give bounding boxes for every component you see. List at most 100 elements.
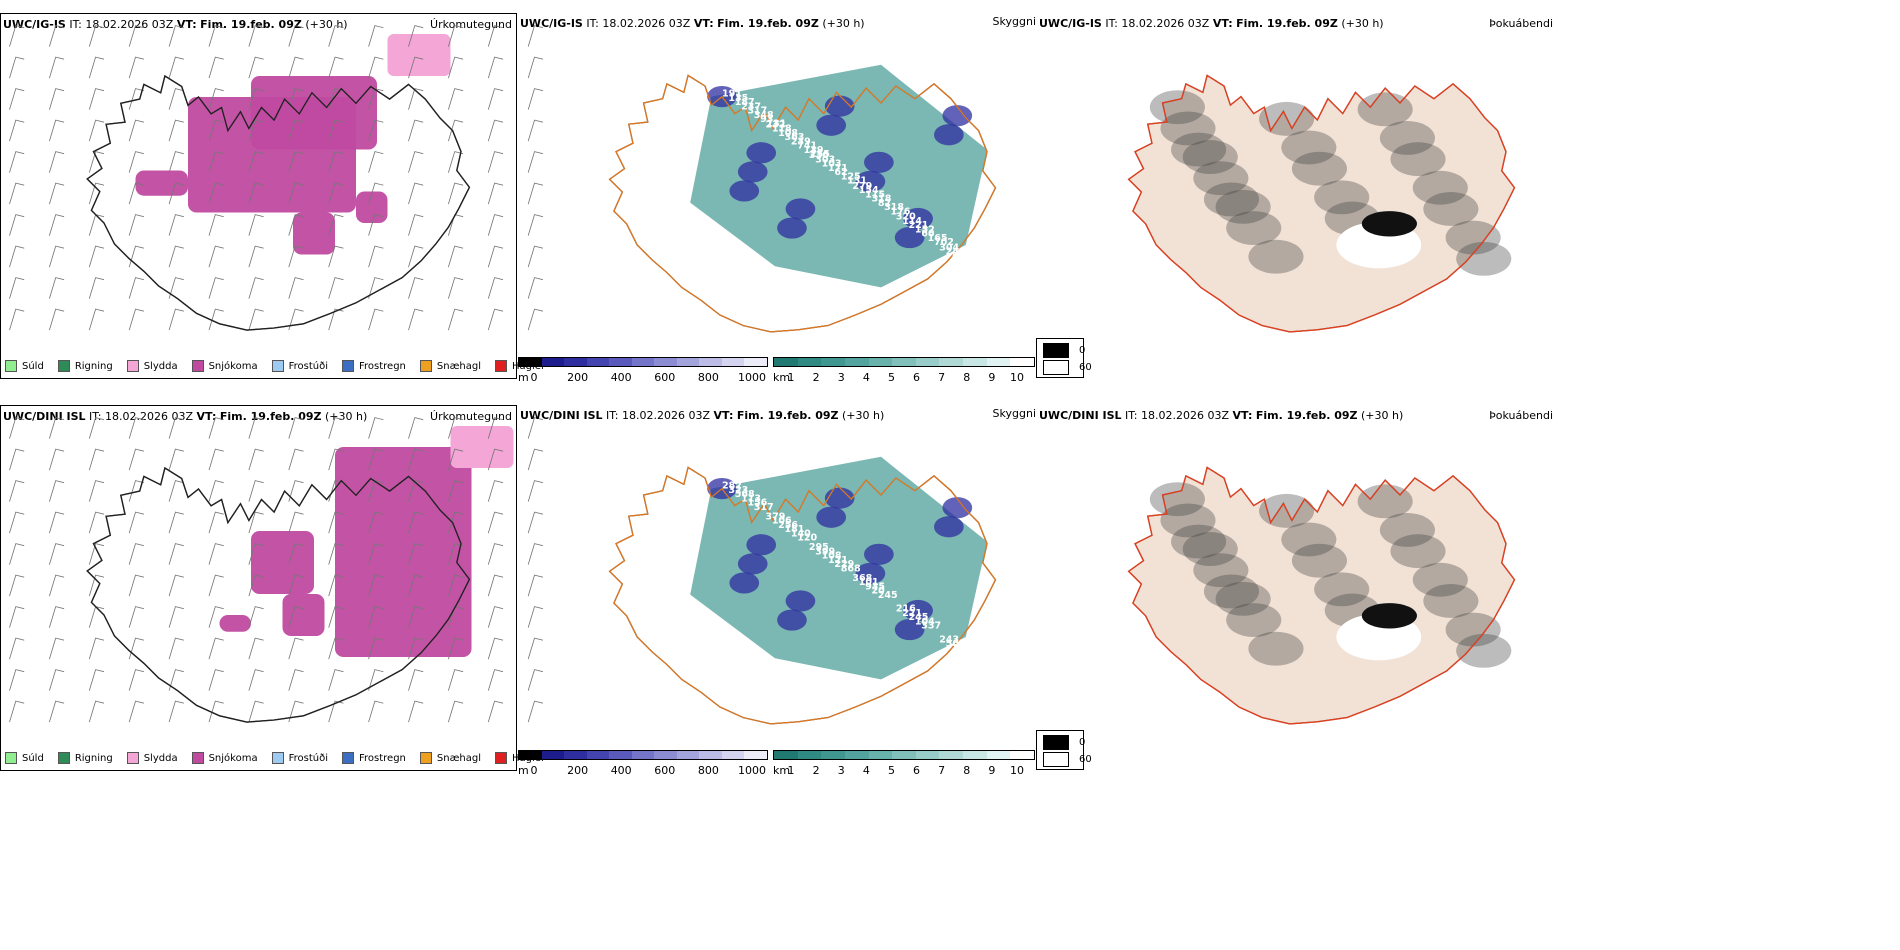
wind-barb <box>527 637 544 660</box>
wind-barb <box>208 151 224 173</box>
legend-label: Snjókoma <box>208 752 258 764</box>
low-ceiling-patch <box>855 170 886 192</box>
wind-barb <box>208 88 224 110</box>
wind-barb <box>328 574 344 597</box>
wind-barb <box>288 417 304 439</box>
wind-barb <box>168 151 184 173</box>
fog-index-shading <box>1357 484 1413 519</box>
wind-barb <box>48 606 65 628</box>
wind-barb <box>128 511 145 534</box>
low-ceiling-patch <box>903 207 933 230</box>
legend-swatch <box>419 360 432 372</box>
iceland-map-visibility: 191 232 336 279 320 304 135 118 303 154 114 248 187 1… <box>608 64 997 333</box>
wind-barb <box>48 245 65 268</box>
wind-barb <box>288 88 304 110</box>
wind-barb <box>248 277 264 299</box>
colorbar-tick: 8 <box>963 764 971 777</box>
colorbar-tick: 10 <box>1010 371 1024 384</box>
wind-barb <box>288 308 304 331</box>
visibility-value: 279 <box>852 181 872 192</box>
panel-title: UWC/IG-IS IT: 18.02.2026 03Z VT: Fim. 19… <box>3 18 348 31</box>
visibility-value: 337 <box>921 621 941 632</box>
wind-barb <box>208 574 224 597</box>
visibility-value: 167 <box>965 259 985 270</box>
wind-barb <box>408 56 424 79</box>
wind-barb <box>9 574 25 597</box>
wind-barb <box>447 119 464 142</box>
wind-barb <box>48 700 65 723</box>
wind-barb <box>48 25 65 47</box>
wind-barb <box>527 700 544 723</box>
legend-swatch <box>126 752 139 764</box>
visibility-value: 303 <box>815 154 835 165</box>
low-ceiling-patch <box>777 217 807 239</box>
wind-barb <box>288 25 304 47</box>
wind-barb <box>48 56 65 79</box>
legend-item: Frostregn <box>342 752 406 764</box>
wind-barb <box>447 308 464 331</box>
fog-index-shading <box>1182 532 1238 566</box>
wind-barb <box>288 574 304 597</box>
iceland-map-precip <box>9 25 544 331</box>
colorbar-tick: 400 <box>610 371 632 384</box>
legend-item: Snæhagl <box>419 752 481 764</box>
legend-swatch <box>5 752 17 764</box>
wind-barb <box>288 182 304 205</box>
wind-barb <box>447 245 464 268</box>
low-ceiling-patch <box>934 124 964 146</box>
wind-barb <box>368 245 384 268</box>
low-ceiling-patch <box>934 516 964 538</box>
visibility-value: 868 <box>841 563 861 574</box>
visibility-value: 317 <box>754 502 774 513</box>
visibility-value: 363 <box>785 132 805 143</box>
visibility-value: 207 <box>723 268 743 279</box>
fog-index-shading <box>1226 603 1282 637</box>
wind-barb <box>48 277 65 299</box>
wind-barb <box>128 214 145 236</box>
visibility-value: 295 <box>809 542 829 553</box>
wind-barb <box>128 182 145 205</box>
wind-barb <box>88 511 105 534</box>
wind-barb <box>9 88 25 110</box>
wind-barb <box>368 119 384 142</box>
wind-barb <box>487 277 504 299</box>
fog-index-shading <box>1379 120 1435 155</box>
visibility-value: 156 <box>747 498 767 509</box>
legend-swatch <box>126 360 139 372</box>
wind-barb <box>447 417 464 439</box>
fog-index-shading <box>1149 482 1205 517</box>
fog-key-swatch <box>1043 343 1069 358</box>
low-ceiling-patch <box>864 543 894 565</box>
colorbar-tick: 600 <box>654 371 676 384</box>
wind-barb <box>288 511 304 534</box>
wind-barb <box>487 511 504 534</box>
wind-barb <box>9 308 25 331</box>
low-ceiling-patch <box>729 180 760 202</box>
wind-barb <box>48 88 65 110</box>
panel-right-title: Skyggni <box>992 15 1036 28</box>
wind-barb <box>447 56 464 79</box>
wind-barb <box>328 308 344 331</box>
wind-barb <box>168 25 184 47</box>
visibility-value: 935 <box>865 581 885 592</box>
wind-barb <box>487 700 504 723</box>
wind-barb <box>328 448 344 471</box>
wind-barb <box>168 448 184 471</box>
visibility-value: 245 <box>909 612 929 623</box>
wind-barb <box>48 574 65 597</box>
visibility-value: 317 <box>747 106 767 117</box>
fog-index-shading <box>1281 522 1337 557</box>
snow-area <box>250 76 377 150</box>
wind-barb <box>408 182 424 205</box>
iceland-map-visibility: 282 379 295 368 216 243 323 106 399 101 221 565 568 2… <box>608 456 997 725</box>
visibility-value: 140 <box>791 528 811 539</box>
visibility-value: 216 <box>896 604 916 615</box>
colorbar-unit: m <box>518 371 529 384</box>
visibility-value: 741 <box>797 141 817 152</box>
sleet-area <box>450 426 514 468</box>
legend-label: Frostúði <box>288 752 328 764</box>
wind-barb <box>248 119 264 142</box>
visibility-value: 232 <box>765 119 785 130</box>
low-ceiling-patch <box>942 497 973 519</box>
fog-key-label: 0 <box>1079 345 1086 356</box>
